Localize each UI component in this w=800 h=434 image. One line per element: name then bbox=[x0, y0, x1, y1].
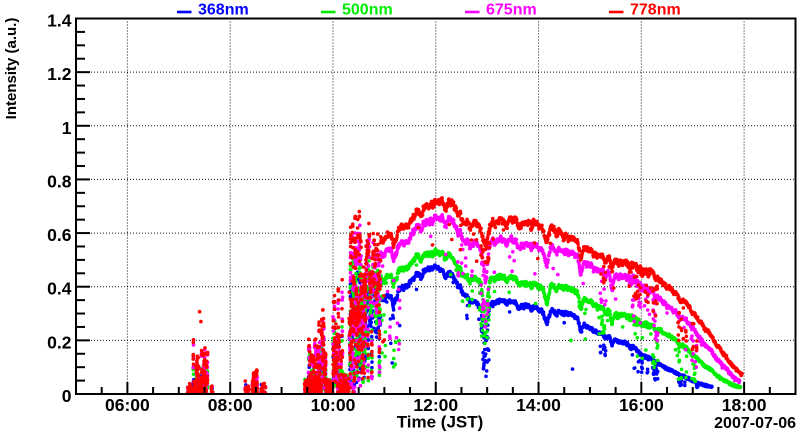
x-axis-title: Time (JST) bbox=[397, 413, 484, 432]
date-label: 2007-07-06 bbox=[714, 415, 796, 432]
x-tick-label-06:00: 06:00 bbox=[105, 395, 150, 415]
y-tick-label-0.2: 0.2 bbox=[47, 332, 72, 352]
legend-label-675nm: 675nm bbox=[486, 2, 537, 19]
legend-label-368nm: 368nm bbox=[198, 2, 249, 19]
y-tick-label-0: 0 bbox=[62, 386, 72, 406]
x-tick-label-12:00: 12:00 bbox=[413, 395, 458, 415]
y-axis-title: Intensity (a.u.) bbox=[3, 18, 20, 120]
series-778nm bbox=[185, 196, 744, 395]
y-tick-label-1.2: 1.2 bbox=[47, 64, 72, 84]
y-tick-label-0.6: 0.6 bbox=[47, 225, 72, 245]
x-tick-label-14:00: 14:00 bbox=[516, 395, 561, 415]
x-tick-label-18:00: 18:00 bbox=[722, 395, 767, 415]
x-tick-label-10:00: 10:00 bbox=[311, 395, 356, 415]
legend-label-778nm: 778nm bbox=[630, 2, 681, 19]
x-tick-label-08:00: 08:00 bbox=[208, 395, 253, 415]
y-tick-label-0.4: 0.4 bbox=[47, 279, 72, 299]
series-500nm bbox=[191, 246, 743, 395]
x-tick-label-16:00: 16:00 bbox=[619, 395, 664, 415]
y-tick-label-1.4: 1.4 bbox=[47, 11, 72, 31]
y-tick-label-0.8: 0.8 bbox=[47, 171, 72, 191]
legend-label-500nm: 500nm bbox=[342, 2, 393, 19]
y-tick-label-1: 1 bbox=[62, 118, 72, 138]
